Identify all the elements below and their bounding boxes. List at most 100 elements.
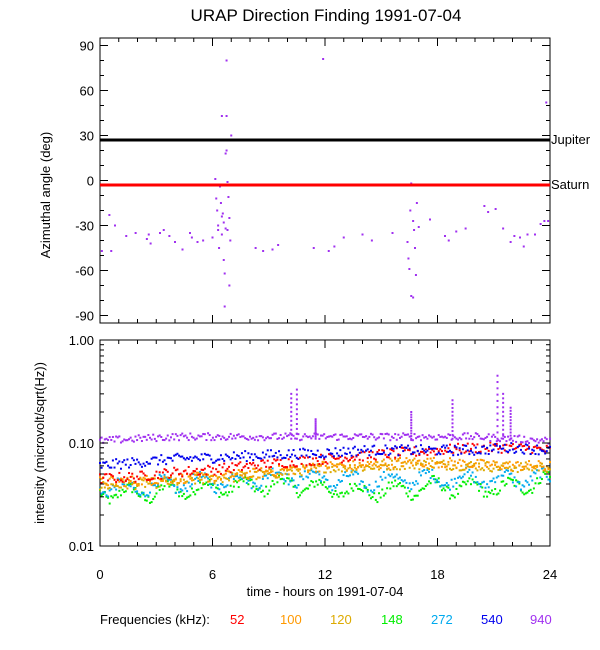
intensity-point (429, 477, 432, 480)
intensity-point (482, 459, 485, 462)
intensity-point (395, 446, 398, 449)
intensity-point (384, 462, 387, 465)
intensity-point (211, 436, 214, 439)
intensity-point (102, 491, 105, 494)
intensity-point (369, 467, 372, 470)
intensity-point (228, 479, 231, 482)
intensity-point (484, 452, 487, 455)
intensity-point (245, 460, 248, 463)
intensity-point (455, 446, 458, 449)
intensity-point (187, 475, 190, 478)
intensity-point (476, 433, 479, 436)
intensity-point (494, 464, 497, 467)
intensity-point (389, 457, 392, 460)
intensity-point (119, 479, 122, 482)
intensity-point (478, 451, 481, 454)
intensity-point (536, 444, 539, 447)
intensity-point (352, 447, 355, 450)
intensity-point (342, 466, 345, 469)
intensity-point (437, 477, 440, 480)
intensity-spike-point (509, 409, 512, 412)
intensity-point (347, 492, 350, 495)
intensity-point (403, 433, 406, 436)
intensity-spike-point (290, 437, 293, 440)
intensity-point (102, 461, 105, 464)
intensity-point (234, 464, 237, 467)
azimuth-point (174, 241, 176, 243)
intensity-point (411, 498, 414, 501)
intensity-point (115, 483, 118, 486)
intensity-point (236, 464, 239, 467)
intensity-point (282, 436, 285, 439)
intensity-point (340, 479, 343, 482)
intensity-point (319, 464, 322, 467)
intensity-point (536, 477, 539, 480)
intensity-point (224, 453, 227, 456)
intensity-point (531, 448, 534, 451)
intensity-point (203, 483, 206, 486)
intensity-point (337, 479, 340, 482)
intensity-point (523, 493, 526, 496)
intensity-point (276, 471, 279, 474)
intensity-point (313, 466, 316, 469)
intensity-point (258, 486, 261, 489)
intensity-point (447, 463, 450, 466)
intensity-spike-point (295, 413, 298, 416)
intensity-point (116, 485, 119, 488)
intensity-point (284, 466, 287, 469)
intensity-point (528, 468, 531, 471)
intensity-point (273, 454, 276, 457)
intensity-point (389, 448, 392, 451)
intensity-point (395, 460, 398, 463)
intensity-point (418, 454, 421, 457)
intensity-point (532, 471, 535, 474)
intensity-point (318, 455, 321, 458)
intensity-spike-point (290, 415, 293, 418)
intensity-point (461, 433, 464, 436)
intensity-point (516, 461, 519, 464)
intensity-point (266, 435, 269, 438)
intensity-spike-point (295, 398, 298, 401)
intensity-point (218, 476, 221, 479)
intensity-point (461, 468, 464, 471)
intensity-point (411, 439, 414, 442)
intensity-point (455, 487, 458, 490)
intensity-point (203, 433, 206, 436)
intensity-point (495, 461, 498, 464)
intensity-spike-point (295, 422, 298, 425)
intensity-point (524, 443, 527, 446)
intensity-point (176, 468, 179, 471)
intensity-point (355, 484, 358, 487)
intensity-point (402, 450, 405, 453)
intensity-point (263, 439, 266, 442)
intensity-point (405, 457, 408, 460)
intensity-point (397, 458, 400, 461)
intensity-point (190, 472, 193, 475)
intensity-spike-point (451, 437, 454, 440)
azimuth-point (220, 115, 223, 117)
intensity-point (149, 501, 151, 504)
intensity-point (437, 434, 440, 437)
intensity-point (202, 483, 205, 486)
intensity-point (497, 465, 500, 468)
intensity-point (344, 456, 347, 459)
intensity-point (487, 449, 490, 452)
intensity-point (140, 465, 143, 468)
intensity-point (150, 457, 153, 460)
intensity-point (328, 490, 331, 493)
intensity-point (492, 477, 495, 480)
intensity-point (144, 477, 147, 480)
intensity-point (399, 482, 401, 485)
intensity-point (219, 438, 222, 441)
intensity-point (326, 462, 329, 465)
intensity-point (353, 458, 356, 461)
intensity-point (271, 455, 274, 458)
intensity-point (374, 498, 377, 501)
intensity-point (339, 462, 342, 465)
intensity-point (490, 449, 493, 452)
intensity-point (305, 464, 308, 467)
intensity-point (269, 437, 272, 440)
intensity-point (315, 480, 318, 483)
intensity-point (145, 474, 148, 477)
